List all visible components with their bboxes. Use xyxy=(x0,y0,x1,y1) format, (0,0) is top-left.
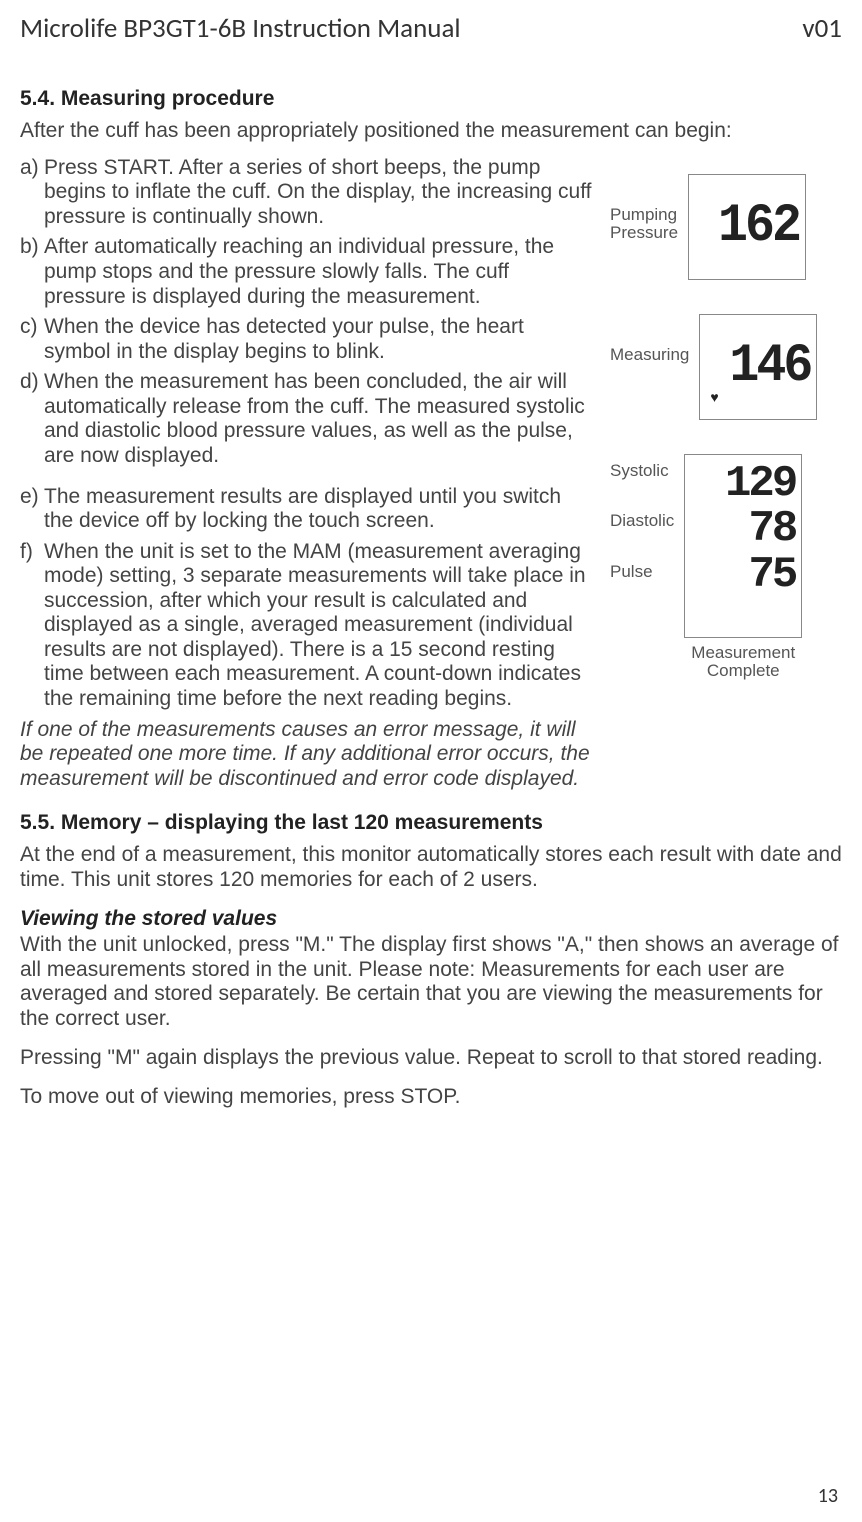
section-5-4-heading: 5.4. Measuring procedure xyxy=(20,87,842,111)
systolic-value: 129 xyxy=(725,459,795,509)
doc-version: v01 xyxy=(802,12,842,45)
section-5-5-heading: 5.5. Memory – displaying the last 120 me… xyxy=(20,811,842,835)
step-text: When the unit is set to the MAM (measure… xyxy=(44,540,596,712)
figures-column: Pumping Pressure 162 Measuring 146 ♥ Sys… xyxy=(610,156,842,715)
step-label: a) xyxy=(20,156,44,230)
measuring-label: Measuring xyxy=(610,314,699,365)
pumping-label: Pumping Pressure xyxy=(610,174,688,243)
step-label: d) xyxy=(20,370,44,468)
pulse-value: 75 xyxy=(748,550,795,600)
step-b: b) After automatically reaching an indiv… xyxy=(20,235,596,309)
diastolic-value: 78 xyxy=(748,504,795,554)
step-d: d) When the measurement has been conclud… xyxy=(20,370,596,468)
diastolic-label: Diastolic xyxy=(610,512,674,531)
section-5-5-para2: With the unit unlocked, press "M." The d… xyxy=(20,933,842,1032)
complete-labels: Systolic Diastolic Pulse xyxy=(610,454,684,582)
step-text: When the measurement has been concluded,… xyxy=(44,370,596,468)
doc-title: Microlife BP3GT1-6B Instruction Manual xyxy=(20,12,461,45)
step-text: When the device has detected your pulse,… xyxy=(44,315,596,364)
step-text: Press START. After a series of short bee… xyxy=(44,156,596,230)
lcd-pumping: 162 xyxy=(688,174,806,280)
figure-complete: Systolic Diastolic Pulse 129 78 75 Measu… xyxy=(610,454,842,681)
complete-caption: Measurement Complete xyxy=(691,644,795,681)
steps-column: a) Press START. After a series of short … xyxy=(20,156,596,812)
step-text: The measurement results are displayed un… xyxy=(44,485,596,534)
pumping-value: 162 xyxy=(718,202,799,251)
section-5-5-para3: Pressing "M" again displays the previous… xyxy=(20,1046,842,1071)
step-label: b) xyxy=(20,235,44,309)
measuring-value: 146 xyxy=(729,342,810,391)
section-5-5-para1: At the end of a measurement, this monito… xyxy=(20,843,842,893)
step-label: f) xyxy=(20,540,44,712)
content-row: a) Press START. After a series of short … xyxy=(20,156,842,812)
step-label: e) xyxy=(20,485,44,534)
step-c: c) When the device has detected your pul… xyxy=(20,315,596,364)
lcd-measuring: 146 ♥ xyxy=(699,314,817,420)
lcd-complete: 129 78 75 xyxy=(684,454,802,638)
pulse-label: Pulse xyxy=(610,563,674,582)
heart-icon: ♥ xyxy=(710,389,718,405)
page-header: Microlife BP3GT1-6B Instruction Manual v… xyxy=(20,12,842,45)
step-a: a) Press START. After a series of short … xyxy=(20,156,596,230)
systolic-label: Systolic xyxy=(610,462,674,481)
section-5-4-intro: After the cuff has been appropriately po… xyxy=(20,119,842,144)
step-f: f) When the unit is set to the MAM (meas… xyxy=(20,540,596,712)
step-label: c) xyxy=(20,315,44,364)
figure-pumping: Pumping Pressure 162 xyxy=(610,174,842,280)
section-5-5-para4: To move out of viewing memories, press S… xyxy=(20,1085,842,1110)
viewing-stored-heading: Viewing the stored values xyxy=(20,907,842,931)
step-e: e) The measurement results are displayed… xyxy=(20,485,596,534)
error-note: If one of the measurements causes an err… xyxy=(20,718,596,792)
figure-measuring: Measuring 146 ♥ xyxy=(610,314,842,420)
step-text: After automatically reaching an individu… xyxy=(44,235,596,309)
page-number: 13 xyxy=(818,1484,838,1508)
